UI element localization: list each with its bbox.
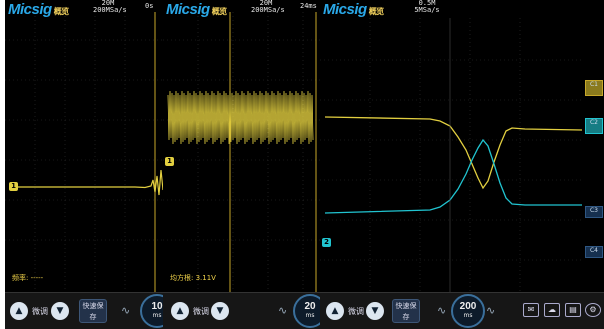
coarse-tilde-icon-3: ∿	[437, 304, 447, 317]
up-arrow-icon-2[interactable]: ▲	[171, 302, 189, 320]
down-arrow-icon[interactable]: ▼	[51, 302, 69, 320]
coarse-tilde-icon-2: ∿	[278, 304, 288, 317]
measurement-label-2: 均方根: 3.11V	[170, 274, 216, 282]
file-icon[interactable]: ▤	[565, 303, 581, 317]
down-arrow-icon-2[interactable]: ▼	[211, 302, 229, 320]
up-arrow-icon[interactable]: ▲	[10, 302, 28, 320]
acquisition-info-3: 0.5M 5MSa/s	[414, 0, 440, 14]
scope-panel-1: Micsig 概览 20M 200MSa/s 0s 1 频率: ----- ▲ 微调…	[5, 0, 168, 329]
acquisition-info: 20M 200MSa/s	[93, 0, 127, 14]
ch1-marker[interactable]: 1	[9, 182, 18, 191]
quick-save-button[interactable]: 快速保存	[79, 299, 107, 323]
fine-adjust-label: 微调	[32, 307, 48, 316]
measurement-label: 频率: -----	[12, 274, 44, 282]
settings-icon[interactable]: ⚙	[585, 303, 601, 317]
brand-logo-3: Micsig 概览	[323, 1, 384, 18]
timebase-dial-3[interactable]: 200 ms	[451, 294, 485, 328]
fine-tilde-icon: ∿	[486, 304, 496, 317]
panel-2-display	[163, 12, 325, 329]
time-offset-2: 24ms	[300, 2, 317, 10]
ch1-marker-2[interactable]: 1	[165, 157, 174, 166]
timebase-dial-2[interactable]: 20 ms	[293, 294, 325, 328]
coarse-tilde-icon: ∿	[121, 304, 131, 317]
scope-panel-3: Micsig 概览 0.5M 5MSa/s 2 C1 C2 C3 C4 ▲ 微调 ▼…	[320, 0, 604, 329]
quick-save-button-3[interactable]: 快速保存	[392, 299, 420, 323]
acquisition-info-2: 20M 200MSa/s	[251, 0, 285, 14]
scope-panel-2: Micsig 概览 20M 200MSa/s 24ms 1 均方根: 3.11V ▲…	[163, 0, 325, 329]
ch1-slow-trace	[324, 116, 583, 190]
toolbar-3: ▲ 微调 ▼ 快速保存 ∿ 200 ms ∿ ✉ ☁ ▤ ⚙	[320, 292, 604, 329]
fine-adjust-label-2: 微调	[193, 307, 209, 316]
channel-button-2[interactable]: C2	[585, 118, 603, 134]
channel-button-4[interactable]: C4	[585, 246, 603, 258]
down-arrow-icon-3[interactable]: ▼	[366, 302, 384, 320]
toolbar-2: ▲ 微调 ▼ ∿ 20 ms	[163, 292, 325, 329]
channel-button-1[interactable]: C1	[585, 80, 603, 96]
time-offset: 0s	[145, 2, 154, 10]
panel-3-display	[320, 18, 583, 329]
ch2-marker[interactable]: 2	[322, 238, 331, 247]
brand-logo-2: Micsig 概览	[166, 1, 227, 18]
toolbar-1: ▲ 微调 ▼ 快速保存 ∿ 10 ms	[5, 292, 168, 329]
cloud-icon[interactable]: ☁	[544, 303, 560, 317]
brand-logo: Micsig 概览	[8, 1, 69, 18]
up-arrow-icon-3[interactable]: ▲	[326, 302, 344, 320]
fine-adjust-label-3: 微调	[348, 307, 364, 316]
waveform-icon[interactable]: ✉	[523, 303, 539, 317]
ch2-slow-trace	[324, 138, 582, 214]
ch1-trace	[13, 169, 168, 196]
channel-button-3[interactable]: C3	[585, 206, 603, 218]
ch1-burst-trace	[167, 90, 314, 145]
